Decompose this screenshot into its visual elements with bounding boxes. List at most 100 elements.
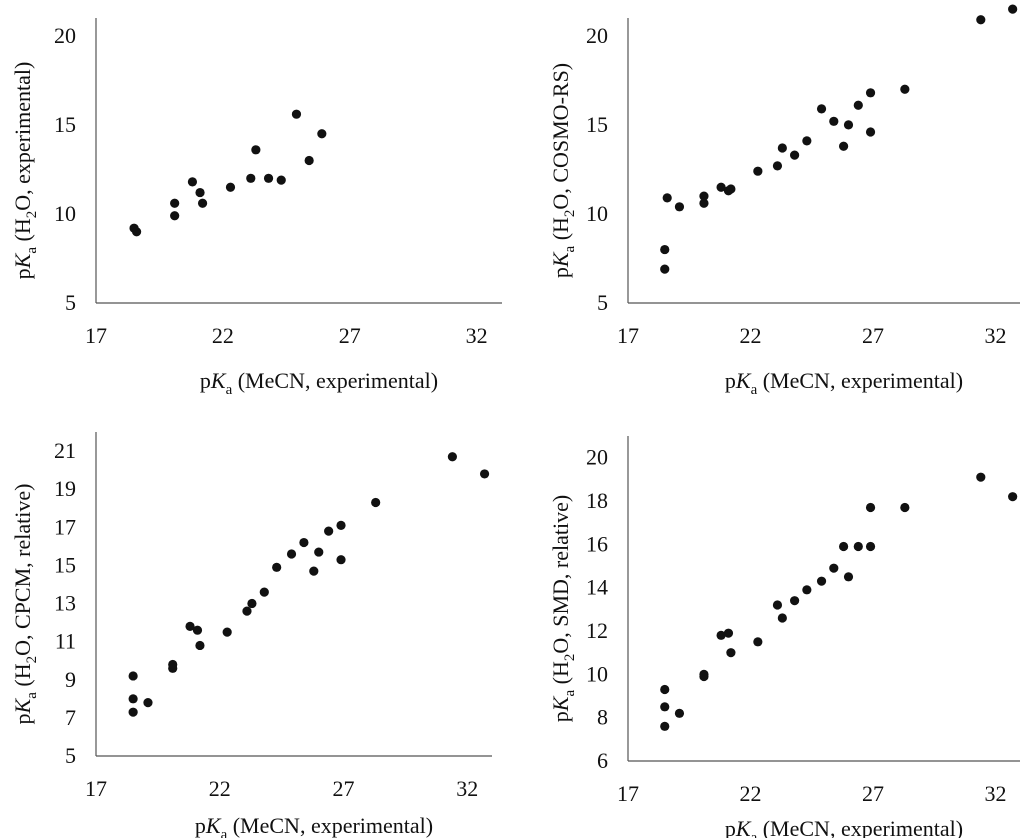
- x-label-sub-a: a: [221, 827, 228, 838]
- data-point: [185, 621, 195, 632]
- y-label-K: K: [548, 251, 573, 268]
- data-point: [225, 182, 236, 192]
- data-point: [299, 537, 309, 548]
- data-point: [976, 472, 986, 482]
- data-point: [222, 627, 232, 637]
- y-tick-label: 20: [586, 23, 608, 48]
- x-label-p: p: [195, 813, 206, 838]
- data-point: [662, 193, 672, 203]
- data-point: [304, 155, 314, 166]
- data-point: [660, 702, 670, 712]
- x-label-K: K: [210, 368, 227, 393]
- data-point: [246, 173, 256, 183]
- data-point: [170, 211, 180, 221]
- y-label-sub-2: 2: [562, 654, 578, 662]
- data-point: [726, 648, 736, 658]
- y-label-sub-2: 2: [562, 210, 578, 218]
- y-tick-label: 10: [586, 661, 608, 686]
- data-point: [843, 572, 854, 582]
- data-point: [195, 187, 205, 198]
- y-label-sub-a: a: [562, 245, 578, 252]
- data-point: [699, 191, 709, 201]
- data-point: [143, 698, 153, 708]
- x-tick-label: 17: [617, 323, 639, 348]
- data-point: [132, 227, 142, 237]
- data-point: [829, 563, 839, 573]
- data-point: [753, 637, 763, 647]
- y-tick-label: 16: [586, 531, 608, 556]
- data-point: [247, 598, 257, 609]
- x-tick-label: 22: [740, 781, 762, 806]
- data-point: [242, 606, 252, 616]
- y-tick-label: 17: [54, 514, 76, 539]
- x-tick-label: 22: [212, 323, 234, 348]
- y-label-K: K: [10, 697, 35, 714]
- data-point: [816, 576, 827, 586]
- y-label-rest: O, COSMO-RS): [548, 63, 573, 210]
- data-point: [699, 669, 709, 679]
- y-tick-label: 11: [55, 629, 76, 654]
- data-point: [1008, 4, 1018, 14]
- y-tick-label: 10: [586, 201, 608, 226]
- data-point: [309, 566, 319, 576]
- data-point: [802, 585, 812, 595]
- y-label-open: (H: [10, 663, 35, 692]
- y-label-sub-a: a: [562, 690, 578, 697]
- y-axis-label: pKa (H2O, CPCM, relative): [10, 484, 40, 725]
- y-tick-label: 21: [54, 438, 76, 463]
- y-label-rest: O, SMD, relative): [548, 495, 573, 654]
- y-label-p: p: [10, 268, 35, 279]
- x-label-rest: (MeCN, experimental): [757, 368, 963, 393]
- data-point: [699, 198, 709, 208]
- data-point: [865, 502, 876, 513]
- y-tick-label: 5: [65, 290, 76, 315]
- y-label-sub-a: a: [24, 247, 40, 254]
- x-label-p: p: [200, 368, 211, 393]
- x-label-K: K: [735, 816, 752, 838]
- data-point: [839, 141, 849, 151]
- y-axis-label: pKa (H2O, SMD, relative): [548, 495, 578, 722]
- data-point: [660, 244, 670, 255]
- x-label-p: p: [725, 816, 736, 838]
- x-axis-label: pKa (MeCN, experimental): [195, 813, 433, 838]
- y-tick-label: 8: [597, 705, 608, 730]
- x-tick-label: 17: [617, 781, 639, 806]
- x-label-sub-a: a: [226, 382, 233, 398]
- x-label-K: K: [735, 368, 752, 393]
- x-axis-label: pKa (MeCN, experimental): [200, 368, 438, 398]
- y-tick-label: 20: [54, 23, 76, 48]
- data-point: [865, 127, 876, 137]
- y-tick-label: 9: [65, 667, 76, 692]
- y-tick-label: 5: [65, 743, 76, 768]
- data-point: [716, 182, 726, 192]
- data-point: [976, 15, 986, 25]
- data-point: [168, 659, 178, 670]
- y-tick-label: 7: [65, 705, 76, 730]
- data-point: [865, 541, 876, 552]
- y-tick-label: 20: [586, 445, 608, 470]
- y-tick-label: 5: [597, 290, 608, 315]
- data-point: [772, 600, 783, 610]
- data-point: [336, 555, 346, 565]
- y-axis-label: pKa (H2O, experimental): [10, 62, 40, 280]
- data-point: [716, 630, 726, 640]
- data-point: [291, 109, 302, 119]
- x-tick-label: 32: [466, 323, 488, 348]
- y-label-open: (H: [10, 218, 35, 247]
- data-point: [839, 541, 849, 552]
- y-label-rest: O, experimental): [10, 62, 35, 211]
- data-point: [324, 526, 334, 536]
- data-point: [259, 587, 269, 597]
- data-point: [447, 452, 457, 462]
- x-label-rest: (MeCN, experimental): [757, 816, 963, 838]
- data-point: [276, 175, 286, 185]
- y-tick-label: 15: [54, 552, 76, 577]
- data-point: [263, 173, 274, 183]
- y-tick-label: 13: [54, 591, 76, 616]
- x-tick-label: 27: [862, 323, 884, 348]
- x-label-rest: (MeCN, experimental): [227, 813, 433, 838]
